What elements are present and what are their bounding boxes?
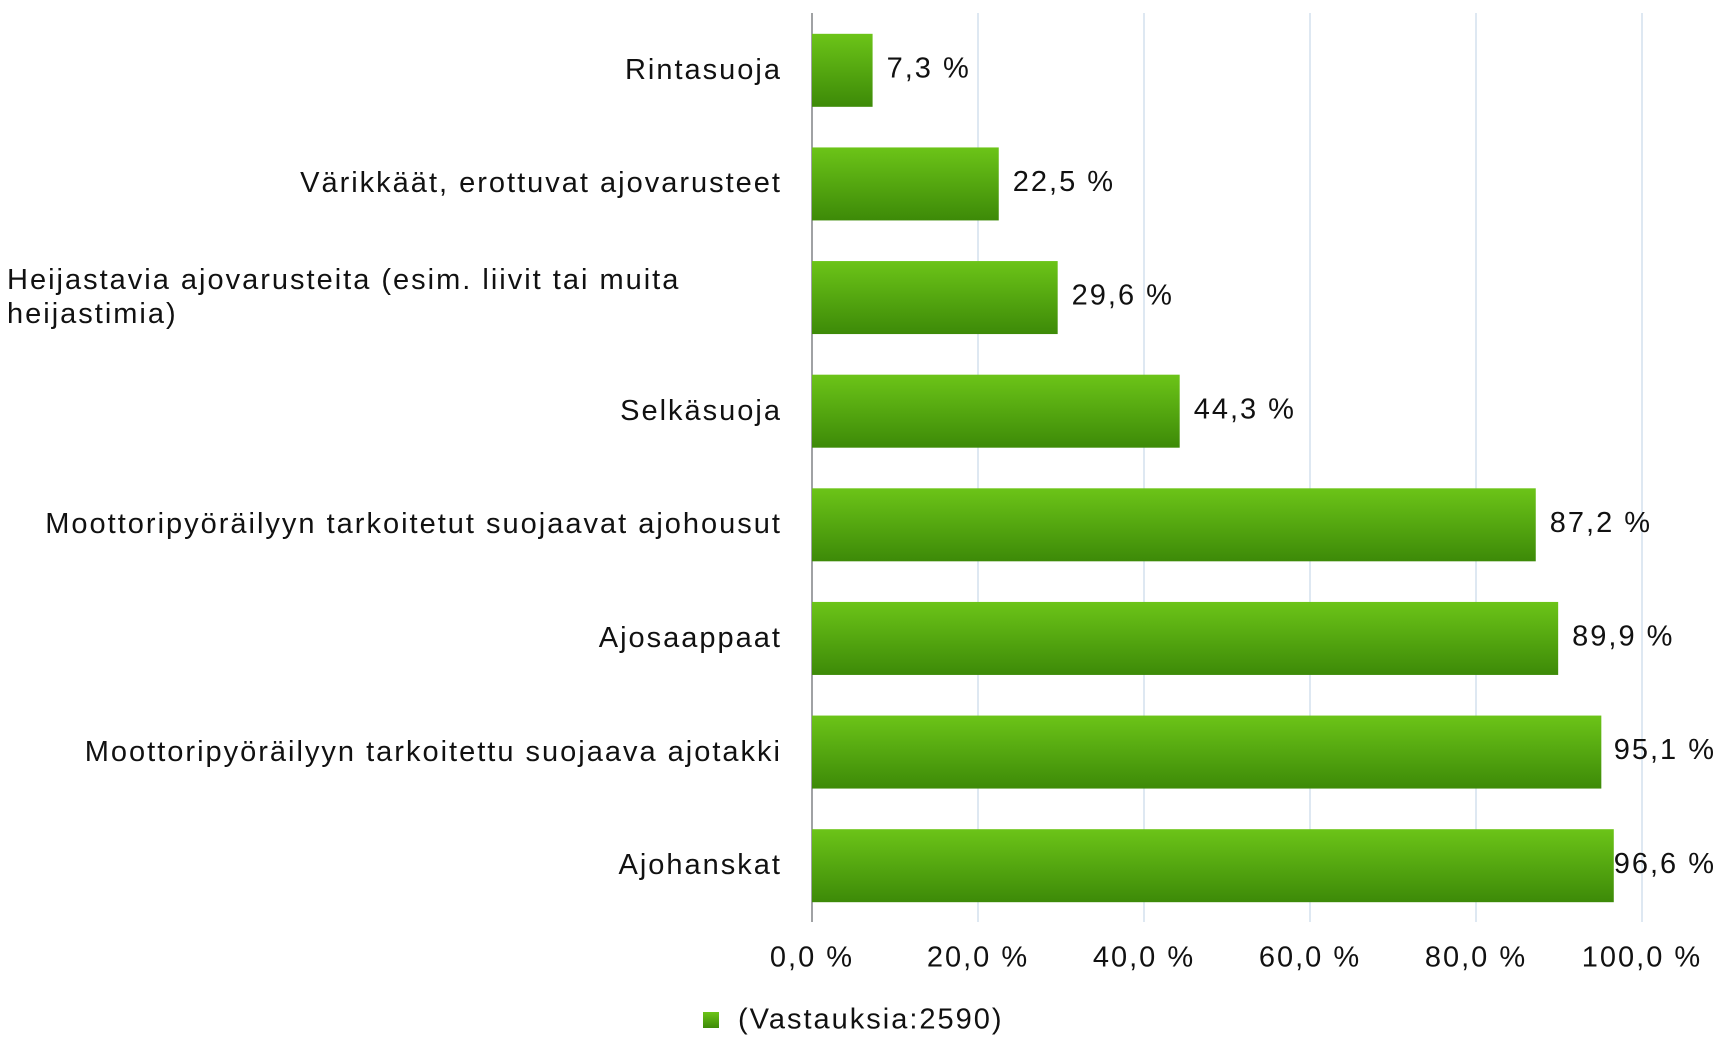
y-tick-label: Ajosaappaat bbox=[598, 621, 782, 654]
y-tick-label: Moottoripyöräilyyn tarkoitetut suojaavat… bbox=[45, 508, 782, 541]
bar bbox=[812, 374, 1180, 448]
x-tick-label: 40,0 % bbox=[1093, 942, 1195, 974]
bar bbox=[812, 601, 1559, 675]
value-label: 44,3 % bbox=[1194, 393, 1296, 425]
x-tick-label: 20,0 % bbox=[927, 942, 1029, 974]
value-label: 89,9 % bbox=[1572, 621, 1674, 653]
bar bbox=[812, 33, 873, 107]
y-tick-label: Moottoripyöräilyyn tarkoitettu suojaava … bbox=[84, 735, 782, 768]
x-tick-label: 80,0 % bbox=[1425, 942, 1527, 974]
y-tick-label: Selkäsuoja bbox=[620, 394, 782, 427]
value-label: 22,5 % bbox=[1013, 166, 1115, 198]
value-label: 96,6 % bbox=[1614, 848, 1716, 880]
x-tick-label: 0,0 % bbox=[770, 942, 854, 974]
x-tick-label: 60,0 % bbox=[1259, 942, 1361, 974]
bar bbox=[812, 488, 1536, 562]
value-label: 29,6 % bbox=[1072, 280, 1174, 312]
legend-label: (Vastauksia:2590) bbox=[738, 1004, 1004, 1036]
bar bbox=[812, 147, 999, 221]
legend-swatch bbox=[703, 1012, 719, 1028]
bar bbox=[812, 829, 1614, 903]
value-label: 87,2 % bbox=[1550, 507, 1652, 539]
y-tick-label: Heijastavia ajovarusteita (esim. liivit … bbox=[7, 264, 681, 331]
y-tick-label: Ajohanskat bbox=[618, 849, 782, 882]
value-label: 7,3 % bbox=[887, 52, 971, 84]
value-label: 95,1 % bbox=[1614, 734, 1716, 766]
bar bbox=[812, 715, 1602, 789]
y-tick-label: Värikkäät, erottuvat ajovarusteet bbox=[300, 167, 782, 200]
bar bbox=[812, 261, 1058, 335]
x-tick-label: 100,0 % bbox=[1582, 942, 1702, 974]
y-tick-label: Rintasuoja bbox=[624, 53, 782, 86]
